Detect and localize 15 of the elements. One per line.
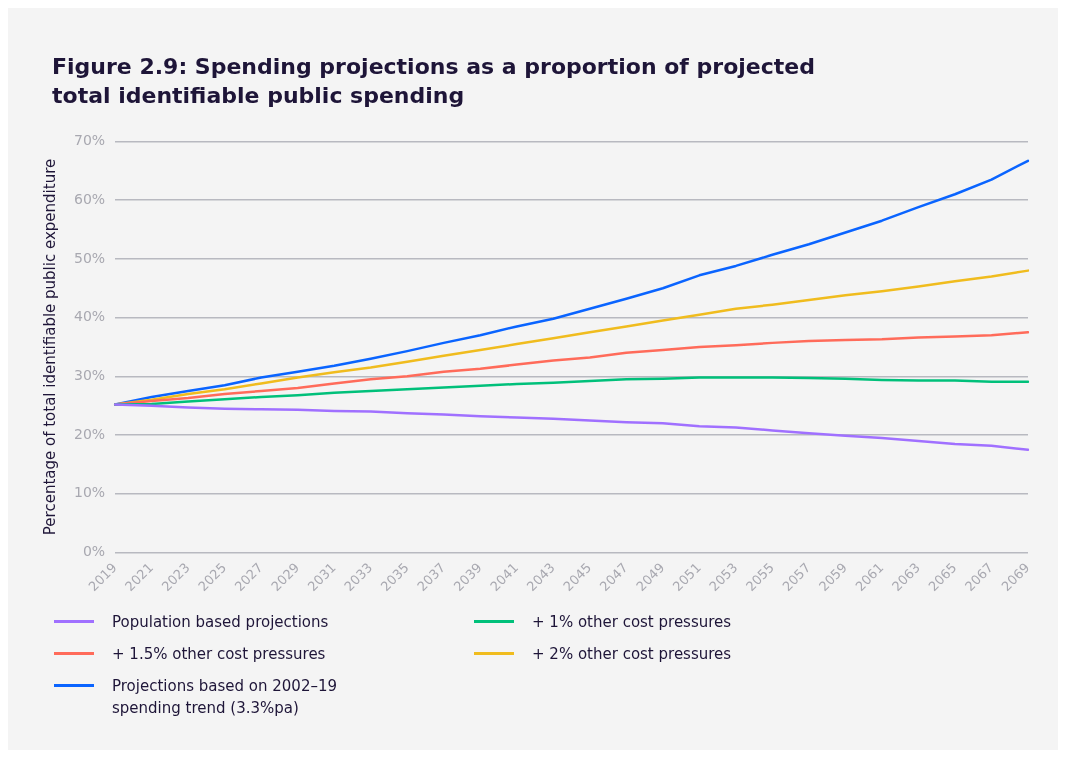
y-tick-label: 40%	[73, 308, 106, 325]
legend-label: + 1% other cost pressures	[532, 612, 732, 633]
y-tick-label: 60%	[73, 190, 106, 207]
y-axis-title: Percentage of total identifiable public expenditure	[40, 158, 59, 536]
legend-label: Population based projections	[112, 612, 329, 633]
y-tick-label: 10%	[73, 484, 106, 501]
y-tick-label: 0%	[82, 543, 106, 560]
legend-label: + 1.5% other cost pressures	[112, 644, 326, 665]
chart-title: Figure 2.9: Spending projections as a proportion of projected total identifiable public spending	[52, 53, 816, 110]
y-tick-label: 20%	[73, 425, 106, 442]
y-tick-label: 70%	[73, 132, 106, 149]
legend-label: Projections based on 2002–19 spending trend (3.3%pa)	[112, 676, 338, 719]
legend-label: + 2% other cost pressures	[532, 644, 732, 665]
y-tick-label: 30%	[73, 367, 106, 383]
y-tick-label: 50%	[73, 249, 106, 266]
